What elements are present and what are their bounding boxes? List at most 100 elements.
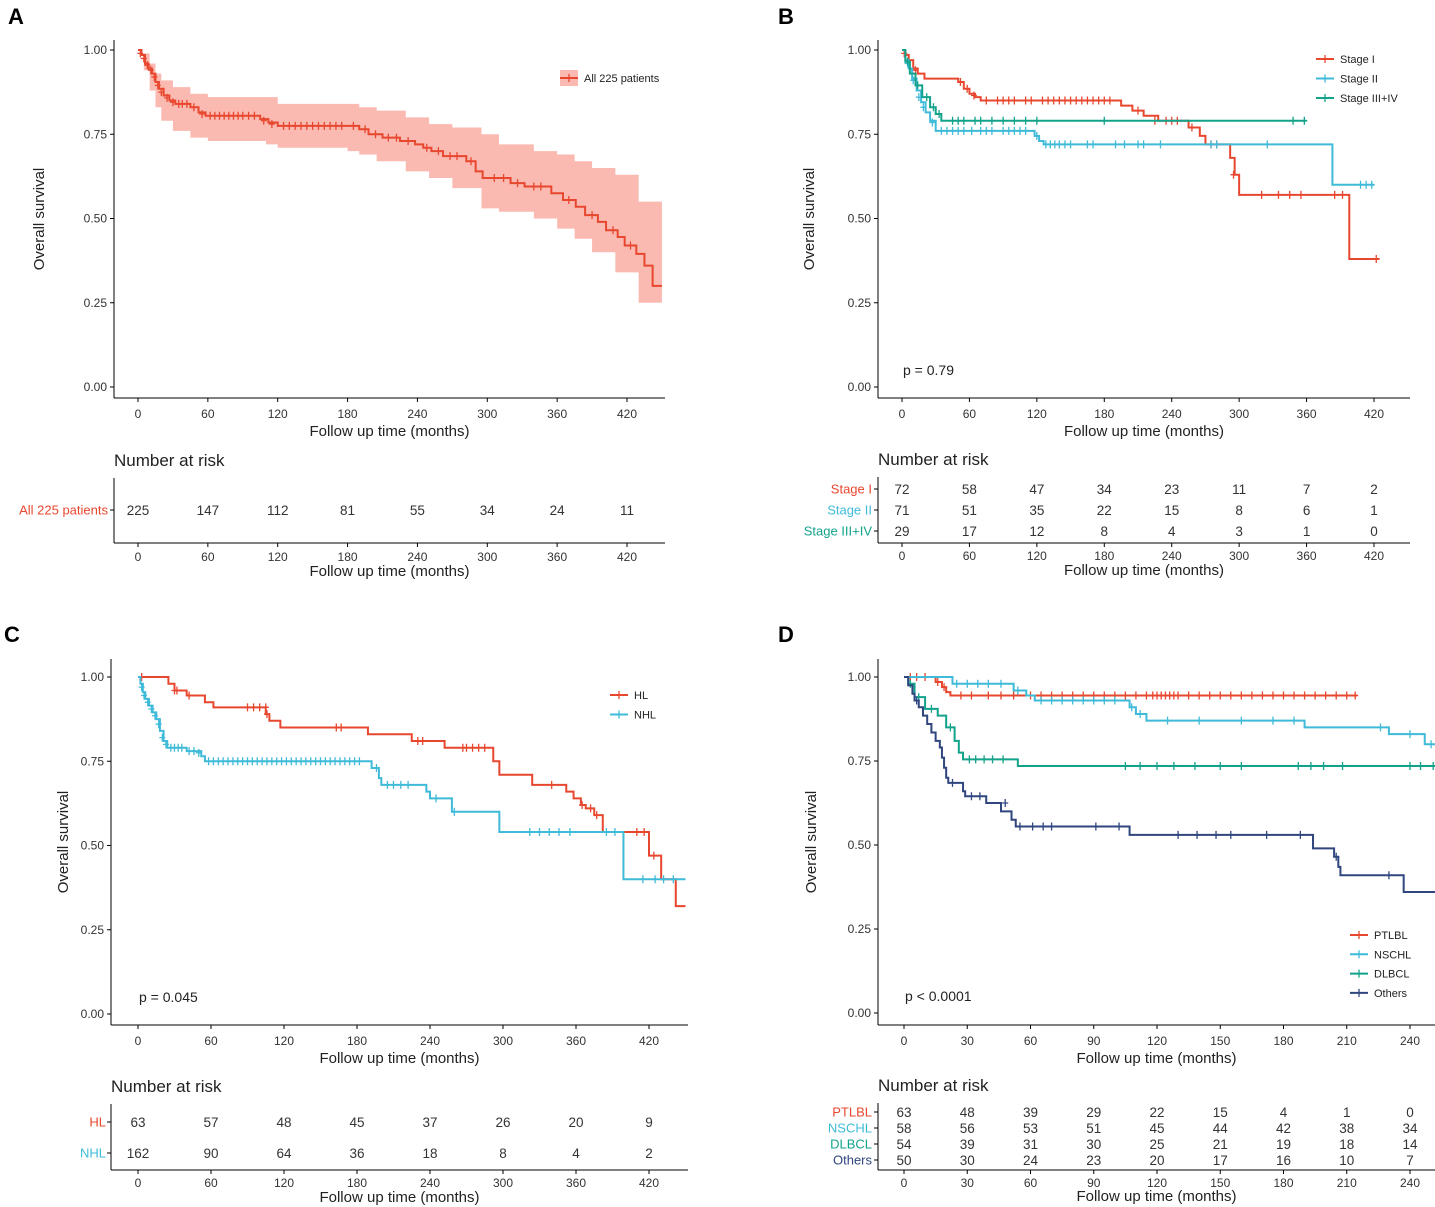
censor-mark (960, 116, 967, 125)
censor-mark (989, 755, 996, 764)
legend-label: Stage III+IV (1340, 93, 1398, 105)
censor-mark (1016, 822, 1023, 831)
legend-label: NSCHL (1374, 949, 1411, 961)
censor-mark (451, 807, 458, 816)
censor-mark (1301, 691, 1308, 700)
legend-label: Stage I (1340, 54, 1375, 66)
censor-mark (190, 103, 197, 112)
risk-x-axis-title: Follow up time (months) (319, 1189, 479, 1206)
y-tick-label: 1.00 (848, 43, 872, 57)
censor-mark (1048, 696, 1055, 705)
censor-mark (1312, 691, 1319, 700)
censor-mark (988, 116, 995, 125)
censor-mark (1291, 691, 1298, 700)
censor-mark (960, 126, 967, 135)
censor-mark (904, 57, 911, 66)
x-tick-label: 60 (1024, 1034, 1038, 1048)
censor-mark (536, 828, 543, 837)
risk-count: 2 (645, 1146, 653, 1161)
y-tick-label: 0.50 (848, 838, 872, 852)
y-tick-label: 0.50 (848, 212, 872, 226)
x-tick-label: 360 (566, 1034, 586, 1048)
censor-mark (1038, 696, 1045, 705)
censor-mark (1090, 696, 1097, 705)
censor-mark (1175, 691, 1182, 700)
x-tick-label: 0 (899, 407, 906, 421)
censor-mark (974, 679, 981, 688)
x-tick-label: 180 (1094, 407, 1114, 421)
censor-mark (262, 703, 269, 712)
censor-mark (968, 691, 975, 700)
censor-mark (955, 116, 962, 125)
censor-mark (147, 66, 154, 75)
risk-x-tick-label: 300 (477, 550, 497, 564)
censor-mark (915, 93, 922, 102)
risk-table: Number at risk All 225 patients 225 147 112 8… (19, 451, 665, 580)
risk-row-label: NSCHL (828, 1121, 872, 1136)
censor-mark (977, 116, 984, 125)
y-tick-label: 0.75 (81, 754, 105, 768)
risk-count: 4 (1168, 524, 1176, 539)
censor-mark (1140, 140, 1147, 149)
censor-mark (1033, 131, 1040, 140)
censor-mark (1084, 96, 1091, 105)
censor-mark (1258, 190, 1265, 199)
censor-mark (964, 84, 971, 93)
censor-mark (1112, 140, 1119, 149)
censor-mark (610, 226, 617, 235)
risk-x-tick-label: 0 (135, 550, 142, 564)
censor-mark (332, 121, 339, 130)
risk-count: 25 (1149, 1137, 1164, 1152)
censor-mark (1227, 691, 1234, 700)
legend-label: Stage II (1340, 74, 1378, 86)
censor-mark (183, 99, 190, 108)
legend-label: PTLBL (1374, 930, 1408, 942)
censor-mark (1022, 96, 1029, 105)
risk-count: 58 (896, 1121, 911, 1136)
x-tick-label: 240 (1400, 1034, 1420, 1048)
censor-mark (639, 875, 646, 884)
risk-count: 51 (1086, 1121, 1101, 1136)
y-axis-title: Overall survival (803, 791, 820, 894)
risk-count: 81 (340, 503, 355, 518)
censor-mark (1022, 116, 1029, 125)
censor-mark (966, 755, 973, 764)
censor-mark (1067, 96, 1074, 105)
censor-mark (393, 133, 400, 142)
censor-mark (1377, 723, 1384, 732)
censor-mark (1000, 116, 1007, 125)
risk-row-label: Stage II (827, 503, 872, 518)
y-tick-label: 0.50 (84, 212, 108, 226)
censor-mark (1295, 762, 1302, 771)
censor-mark (1011, 126, 1018, 135)
censor-mark (1078, 96, 1085, 105)
censor-mark (1028, 96, 1035, 105)
risk-table-title: Number at risk (111, 1077, 222, 1096)
censor-mark (1101, 96, 1108, 105)
censor-mark (579, 801, 586, 810)
censor-mark (405, 136, 412, 145)
risk-x-tick-label: 420 (639, 1176, 659, 1190)
censor-mark (947, 723, 954, 732)
y-tick-label: 0.00 (848, 1006, 872, 1020)
censor-mark (972, 755, 979, 764)
censor-mark (589, 211, 596, 220)
censor-mark (385, 133, 392, 142)
censor-mark (350, 121, 357, 130)
censor-mark (997, 691, 1004, 700)
x-tick-label: 240 (1162, 407, 1182, 421)
risk-count: 34 (480, 503, 496, 518)
censor-mark (1331, 190, 1338, 199)
censor-mark (1000, 96, 1007, 105)
risk-x-tick-label: 240 (420, 1176, 440, 1190)
censor-mark (338, 723, 345, 732)
censor-mark (537, 182, 544, 191)
x-tick-label: 420 (1364, 407, 1384, 421)
risk-count: 225 (127, 503, 150, 518)
censor-mark (555, 828, 562, 837)
censor-mark (949, 116, 956, 125)
censor-mark (1227, 830, 1234, 839)
censor-mark (144, 61, 151, 70)
y-axis-title: Overall survival (801, 168, 818, 271)
